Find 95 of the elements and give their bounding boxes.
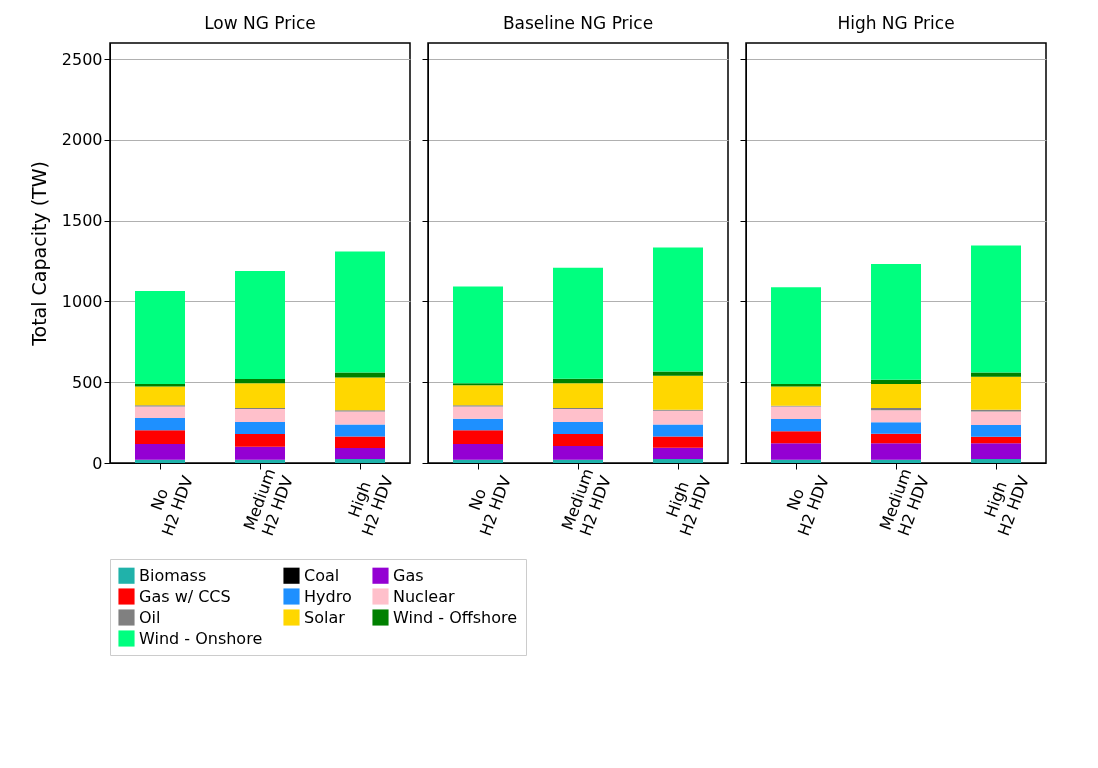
bar: [871, 384, 921, 408]
y-tick-label: 1000: [61, 291, 103, 311]
bar: [235, 446, 285, 460]
bar: [771, 443, 821, 460]
bar: [453, 459, 503, 463]
bar: [135, 459, 185, 463]
bar: [453, 430, 503, 444]
bar: [653, 371, 703, 376]
bar: [235, 434, 285, 447]
bar: [453, 406, 503, 419]
legend-label: Nuclear: [393, 586, 455, 606]
bar: [553, 421, 603, 435]
bar: [135, 384, 185, 387]
bar: [653, 375, 703, 410]
bar: [653, 424, 703, 437]
chart-title: Low NG Price: [204, 13, 316, 33]
bar: [135, 418, 185, 431]
bar: [335, 436, 385, 448]
bar: [871, 263, 921, 380]
bar: [653, 247, 703, 372]
bar: [553, 434, 603, 446]
bar: [453, 443, 503, 460]
bar: [871, 459, 921, 463]
y-tick-label: 2000: [61, 130, 103, 150]
bar: [235, 383, 285, 408]
x-tick-label: No H2 HDV: [782, 473, 833, 539]
y-tick-label: 500: [71, 372, 103, 392]
legend-label: Solar: [304, 607, 346, 627]
bar: [235, 408, 285, 422]
bar: [135, 386, 185, 406]
legend-label: Gas w/ CCS: [139, 586, 231, 606]
bar: [971, 245, 1021, 373]
bar: [235, 421, 285, 435]
bar: [871, 422, 921, 434]
bar: [871, 379, 921, 385]
chart-title: High NG Price: [837, 13, 955, 33]
bar: [553, 445, 603, 460]
bar: [771, 459, 821, 463]
legend-label: Hydro: [304, 586, 352, 606]
x-tick-label: High H2 HDV: [980, 473, 1033, 539]
bar: [235, 271, 285, 379]
bar: [971, 436, 1021, 444]
bar: [771, 287, 821, 385]
bar: [871, 433, 921, 444]
legend-label: Wind - Onshore: [139, 628, 263, 648]
y-axis-title: Total Capacity (TW): [27, 161, 50, 347]
bar: [971, 424, 1021, 437]
bar: [235, 379, 285, 384]
y-tick-label: 2500: [61, 49, 103, 69]
bar: [335, 447, 385, 460]
legend-label: Gas: [393, 565, 424, 585]
bar: [653, 447, 703, 460]
bar: [553, 383, 603, 408]
bar: [653, 410, 703, 425]
bar: [135, 443, 185, 460]
bar: [453, 286, 503, 384]
legend-label: Biomass: [139, 565, 207, 585]
bar: [235, 459, 285, 463]
bar: [553, 408, 603, 422]
bar: [135, 291, 185, 385]
x-tick-label: High H2 HDV: [662, 473, 715, 539]
legend-label: Oil: [139, 607, 161, 627]
legend-label: Coal: [304, 565, 340, 585]
bar: [971, 411, 1021, 425]
bar: [335, 411, 385, 425]
bar: [971, 372, 1021, 377]
bar: [335, 377, 385, 411]
bar: [335, 251, 385, 373]
bar: [771, 419, 821, 432]
bar: [653, 436, 703, 448]
y-tick-label: 1500: [61, 211, 103, 231]
bar: [971, 459, 1021, 463]
x-tick-label: No H2 HDV: [464, 473, 515, 539]
bar: [771, 384, 821, 387]
legend-label: Wind - Offshore: [393, 607, 518, 627]
x-tick-label: High H2 HDV: [344, 473, 397, 539]
bar: [971, 443, 1021, 460]
bar: [871, 410, 921, 423]
bar: [135, 406, 185, 419]
chart-title: Baseline NG Price: [502, 13, 654, 33]
bar: [453, 418, 503, 431]
bar: [871, 443, 921, 460]
bar: [553, 267, 603, 379]
bar: [135, 430, 185, 444]
y-tick-label: 0: [92, 453, 103, 473]
bar: [453, 385, 503, 406]
bar: [771, 386, 821, 406]
x-tick-label: No H2 HDV: [146, 473, 197, 539]
bar: [771, 406, 821, 420]
bar: [553, 459, 603, 463]
bar: [335, 459, 385, 463]
bar: [971, 376, 1021, 410]
bar: [335, 424, 385, 437]
bar: [771, 431, 821, 444]
bar: [653, 459, 703, 463]
